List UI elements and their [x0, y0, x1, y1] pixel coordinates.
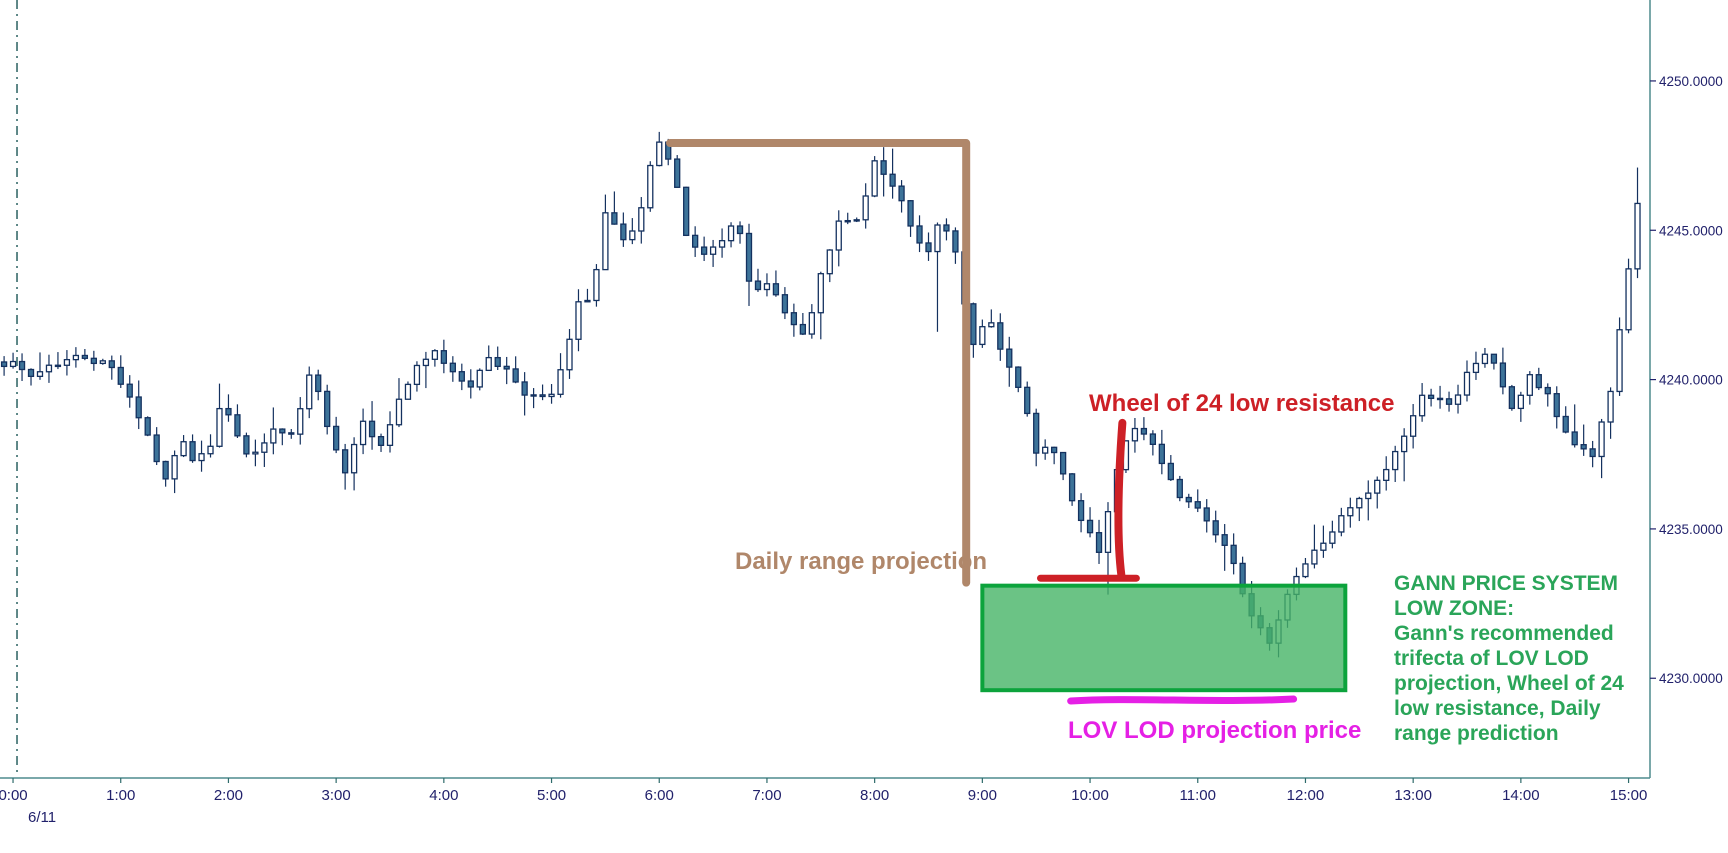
- x-axis-label: 6:00: [645, 787, 674, 804]
- y-axis-label: 4240.0000: [1659, 373, 1723, 388]
- x-axis-date-label: 6/11: [28, 809, 56, 826]
- y-axis: 4250.0000 4245.0000 4240.0000 4235.0000 4230…: [1650, 74, 1723, 686]
- candlestick-series: [0, 131, 1641, 658]
- x-axis: 0:00 1:00 2:00 3:00 4:00 5:00 6:00 7:00 8:00 9:00…: [0, 778, 1647, 826]
- x-axis-label: 3:00: [322, 787, 351, 804]
- y-axis-label: 4250.0000: [1659, 74, 1723, 89]
- x-axis-label: 15:00: [1610, 787, 1648, 804]
- x-axis-label: 4:00: [429, 787, 458, 804]
- x-axis-label: 0:00: [0, 787, 28, 804]
- y-axis-label: 4245.0000: [1659, 223, 1723, 238]
- x-axis-label: 12:00: [1287, 787, 1325, 804]
- lov-lod-projection-line: [1067, 695, 1298, 705]
- wheel-of-24-vline: [1114, 418, 1127, 580]
- gann-low-zone-rect: [980, 583, 1348, 693]
- y-axis-label: 4235.0000: [1659, 522, 1723, 537]
- x-axis-label: 11:00: [1180, 787, 1216, 804]
- y-axis-label: 4230.0000: [1659, 671, 1723, 686]
- x-axis-label: 13:00: [1394, 787, 1432, 804]
- x-axis-label: 1:00: [106, 787, 135, 804]
- x-axis-label: 2:00: [214, 787, 243, 804]
- x-axis-label: 9:00: [968, 787, 997, 804]
- x-axis-label: 8:00: [860, 787, 889, 804]
- plot-frame: [0, 0, 1651, 779]
- x-axis-label: 14:00: [1502, 787, 1540, 804]
- x-axis-label: 7:00: [752, 787, 781, 804]
- x-axis-label: 5:00: [537, 787, 566, 804]
- x-axis-label: 10:00: [1071, 787, 1109, 804]
- daily-range-bracket: [666, 139, 971, 587]
